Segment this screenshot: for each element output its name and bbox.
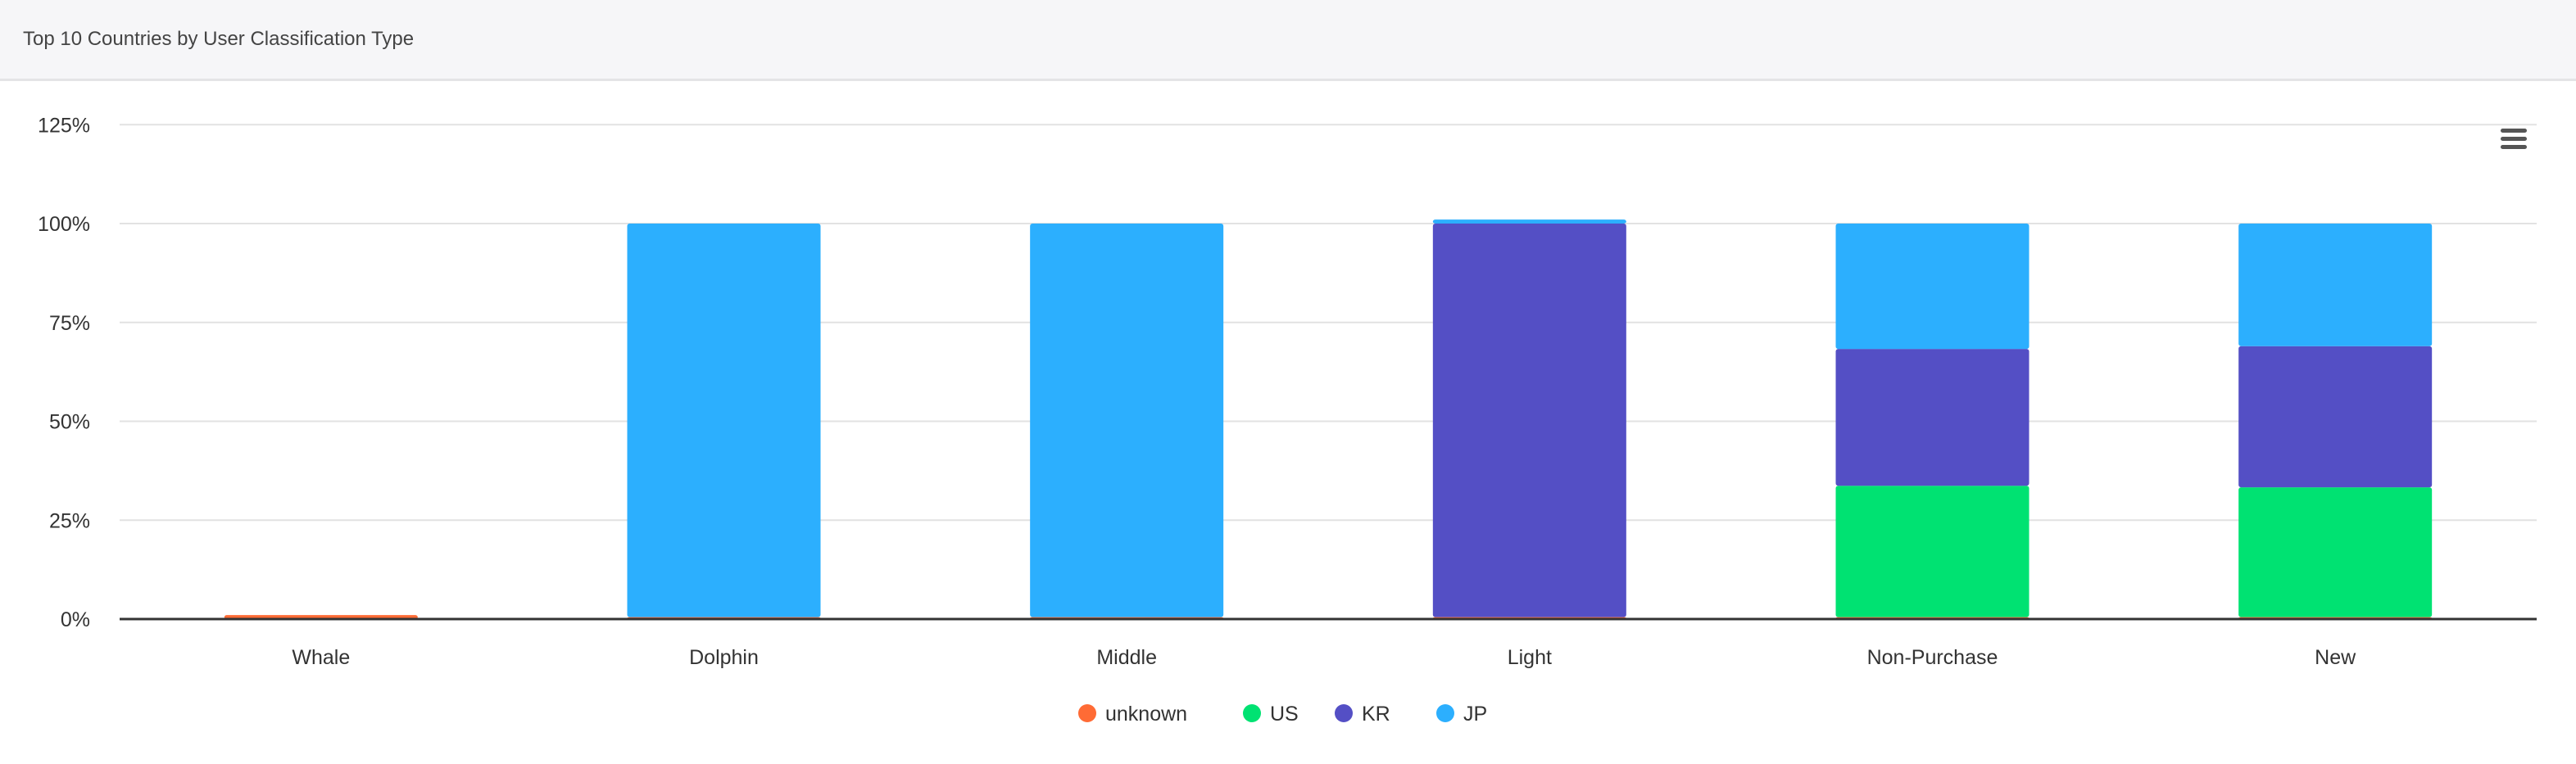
x-tick-label: Non-Purchase [1867, 646, 1998, 669]
y-tick-label: 100% [38, 213, 90, 236]
x-tick-label: New [2315, 646, 2356, 669]
legend-marker-icon [1243, 704, 1261, 722]
y-tick-label: 25% [49, 509, 90, 532]
y-tick-label: 125% [38, 114, 90, 137]
legend-label: US [1270, 703, 1299, 726]
legend-item-us[interactable]: US [1243, 703, 1299, 726]
legend-label: unknown [1105, 703, 1187, 726]
chart-title: Top 10 Countries by User Classification … [23, 28, 415, 50]
stacked-bar-chart: 0% 25% 50% 75% 100% 125% Whale Dolphin Middle Li… [38, 114, 2537, 726]
bar-jp-middle[interactable] [1030, 224, 1224, 617]
bar-us-non-purchase[interactable] [1835, 486, 2030, 617]
legend-marker-icon [1078, 704, 1096, 722]
x-tick-label: Middle [1096, 646, 1157, 669]
bar-kr-light[interactable] [1432, 224, 1626, 617]
legend-item-jp[interactable]: JP [1436, 703, 1487, 726]
legend-item-kr[interactable]: KR [1335, 703, 1390, 726]
legend-item-unknown[interactable]: unknown [1078, 703, 1187, 726]
legend-marker-icon [1335, 704, 1353, 722]
x-tick-label: Dolphin [689, 646, 759, 669]
legend-marker-icon [1436, 704, 1454, 722]
bar-jp-light[interactable] [1432, 219, 1626, 224]
legend-label: KR [1362, 703, 1390, 726]
x-tick-label: Whale [292, 646, 350, 669]
y-tick-label: 0% [61, 608, 90, 631]
legend-label: JP [1463, 703, 1487, 726]
bar-jp-new[interactable] [2238, 224, 2433, 346]
x-tick-label: Light [1508, 646, 1552, 669]
hamburger-menu-icon[interactable] [2501, 129, 2527, 149]
y-tick-label: 50% [49, 411, 90, 434]
y-tick-label: 75% [49, 312, 90, 335]
bar-jp-dolphin[interactable] [627, 224, 821, 617]
bar-kr-non-purchase[interactable] [1835, 349, 2030, 486]
chart-header: Top 10 Countries by User Classification … [0, 0, 2576, 81]
bar-jp-non-purchase[interactable] [1835, 224, 2030, 350]
bar-us-new[interactable] [2238, 487, 2433, 617]
bar-kr-new[interactable] [2238, 346, 2433, 488]
